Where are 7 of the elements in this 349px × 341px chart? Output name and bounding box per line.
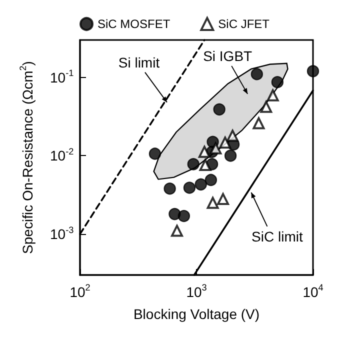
x-axis-title: Blocking Voltage (V): [133, 306, 260, 322]
y-axis-title: Specific On-Resistance (Ωcm2): [18, 61, 36, 254]
annotation: Si limit: [118, 54, 160, 70]
legend-label: SiC MOSFET: [98, 17, 171, 31]
series-label: Si IGBT: [203, 48, 253, 64]
annotation: SiC limit: [252, 228, 304, 244]
legend-label: SiC JFET: [218, 17, 270, 31]
